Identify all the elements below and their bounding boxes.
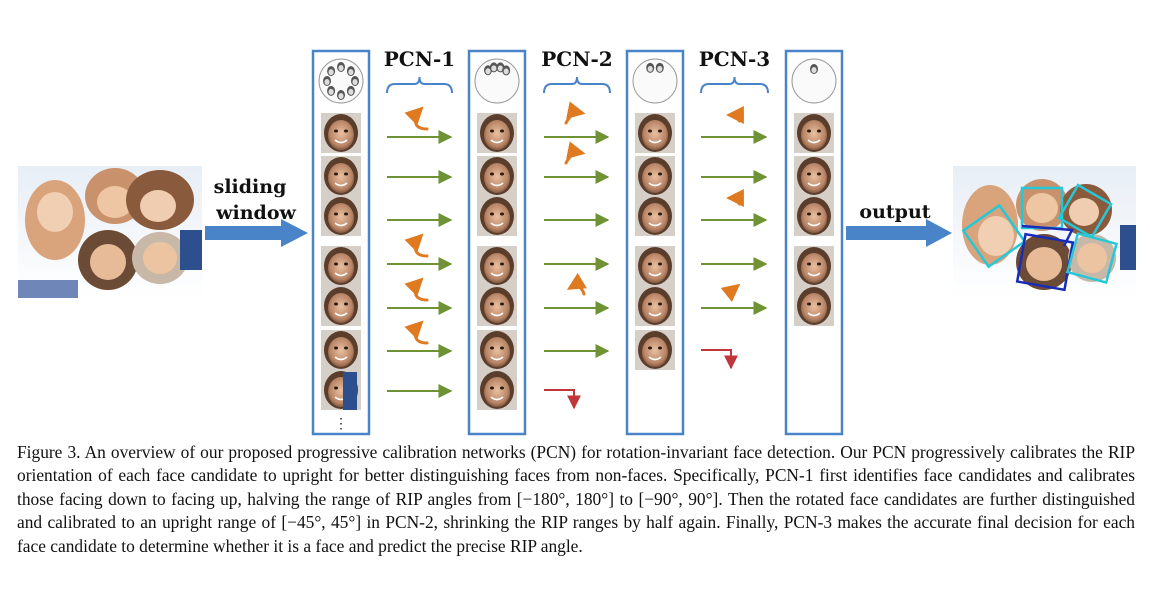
face-thumbnail-icon [635,330,675,370]
rotate-arrow-icon [404,106,429,131]
detection-box [961,203,1027,269]
face-thumbnail-icon [635,156,675,196]
detection-box [1065,231,1119,285]
caption-text: An overview of our proposed progressive … [17,442,1136,556]
window-label: window [215,202,296,224]
rotate-arrow-icon [564,101,586,125]
caption-figure-number: Figure 3. [17,442,81,462]
face-thumbnail-icon [794,156,834,196]
face-thumbnail-icon [635,196,675,236]
output-label: output [859,201,930,223]
rotate-arrow-icon [404,233,429,258]
stage-column [784,49,844,436]
stage-brace [700,76,769,94]
face-thumbnail-icon [635,246,675,286]
face-thumbnail-icon [321,196,361,236]
face-thumbnail-icon [794,286,834,326]
rotation-wheel-icon [791,58,837,104]
rotation-wheel-icon [474,58,520,104]
face-thumbnail-icon [794,246,834,286]
stage-column [625,49,685,436]
reject-arrow-icon [544,389,581,410]
face-thumbnail-icon [321,286,361,326]
rotate-arrow-icon [564,141,586,165]
face-thumbnail-icon [477,370,517,410]
stage-brace [386,76,453,94]
stage-label-pcn-2: PCN-2 [541,47,612,71]
output-arrow [846,219,952,247]
rotate-arrow-icon [404,277,429,302]
stage-label-pcn-1: PCN-1 [384,47,455,71]
face-thumbnail-icon [477,196,517,236]
stage-column [467,49,527,436]
face-thumbnail-icon [321,246,361,286]
shirt-fragment [343,372,357,410]
rotate-arrow-icon [720,283,741,303]
rotate-arrow-icon [566,272,587,296]
face-thumbnail-icon [321,330,361,370]
output-group-photo [953,166,1136,298]
stage-brace [543,76,611,94]
pcn-overview-figure: sliding window output ⋮ PCN-1 PCN-2 PCN-3 [18,47,1136,436]
face-thumbnail-icon [635,286,675,326]
reject-arrow-icon [701,349,738,370]
rotate-arrow-icon [725,106,744,125]
face-thumbnail-icon [477,330,517,370]
rotation-wheel-icon [318,58,364,104]
face-thumbnail-icon [477,286,517,326]
sliding-label: sliding [214,176,287,198]
face-thumbnail-icon [477,156,517,196]
stage-label-pcn-3: PCN-3 [699,47,770,71]
rotate-arrow-icon [725,189,744,208]
rotate-arrow-icon [404,320,429,345]
figure-caption: Figure 3. An overview of our proposed pr… [17,441,1135,558]
face-thumbnail-icon [477,246,517,286]
face-thumbnail-icon [635,113,675,153]
sliding-window-arrow [205,219,308,247]
detection-box [1057,183,1113,239]
face-thumbnail-icon [321,156,361,196]
input-group-photo [18,166,202,298]
face-thumbnail-icon [477,113,517,153]
stage-column [311,49,371,436]
rotation-wheel-icon [632,58,678,104]
face-thumbnail-icon [321,113,361,153]
face-thumbnail-icon [794,196,834,236]
face-thumbnail-icon [794,113,834,153]
ellipsis: ⋮ [334,416,348,432]
